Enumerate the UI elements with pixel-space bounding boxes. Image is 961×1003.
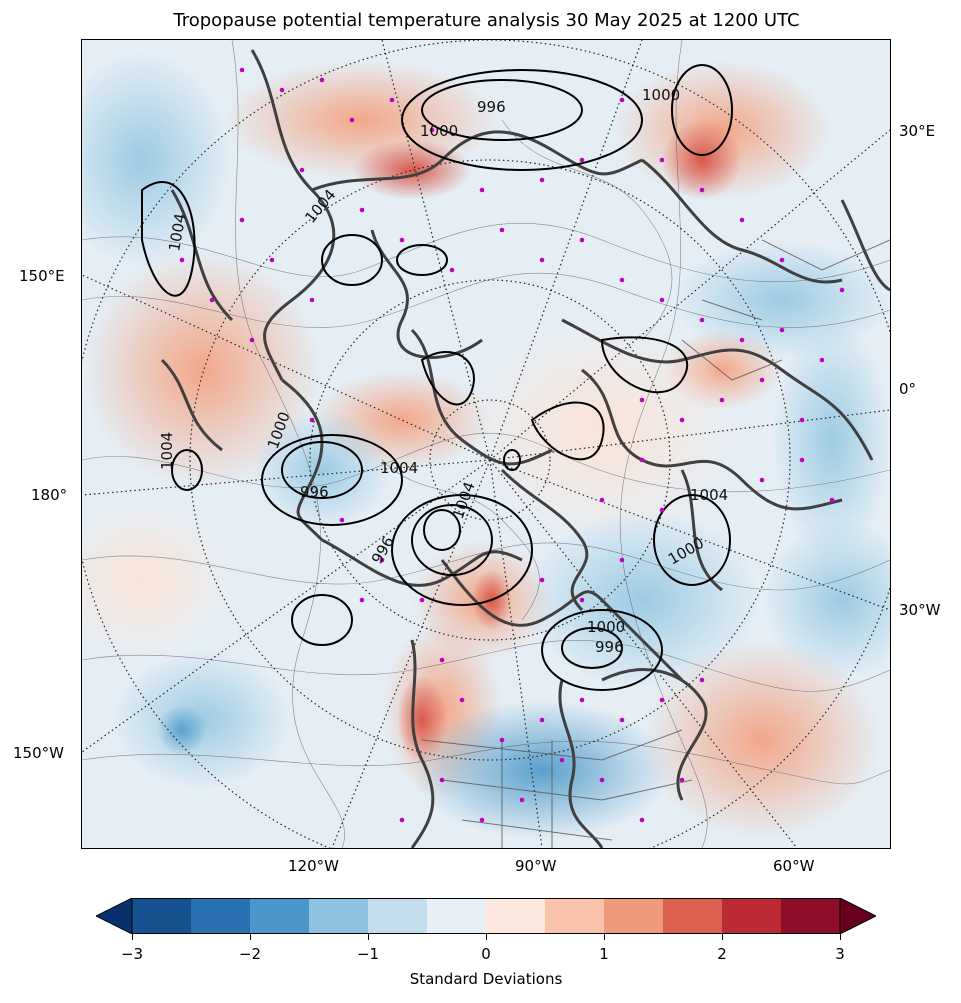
colorbar-cell [250, 898, 310, 934]
colorbar-tick-mark [486, 934, 487, 940]
pressure-label: 1000 [420, 122, 458, 140]
map-svg: 996 1000 1004 1004 1004 1004 1000 996 10… [82, 40, 890, 848]
lon-label-180: 180° [31, 486, 68, 504]
lon-label-60w: 60°W [773, 857, 815, 875]
lon-label-30w: 30°W [899, 601, 941, 619]
pressure-label: 996 [477, 98, 506, 116]
colorbar-tick-mark [604, 934, 605, 940]
colorbar-tick-label: −2 [238, 945, 262, 963]
lon-label-90w: 90°W [515, 857, 557, 875]
lon-label-30e: 30°E [899, 122, 936, 140]
colorbar-cell [604, 898, 664, 934]
colorbar-cell [309, 898, 369, 934]
colorbar-border [131, 898, 841, 934]
colorbar-cell [427, 898, 487, 934]
lon-label-120w: 120°W [288, 857, 339, 875]
lon-label-0: 0° [899, 380, 917, 398]
coastlines [160, 49, 890, 848]
colorbar-cell [663, 898, 723, 934]
anomaly-blobs [82, 50, 890, 840]
pressure-label: 1000 [587, 618, 625, 636]
pressure-label: 996 [300, 483, 329, 501]
colorbar-cell [191, 898, 251, 934]
colorbar-cell [368, 898, 428, 934]
colorbar-tick-mark [722, 934, 723, 940]
colorbar-cell [545, 898, 605, 934]
colorbar-tick-label: 1 [599, 945, 609, 963]
colorbar-tick-label: −3 [120, 945, 144, 963]
colorbar-tick-mark [132, 934, 133, 940]
pressure-label: 1004 [158, 432, 176, 470]
colorbar-tick-label: −1 [356, 945, 380, 963]
mslp-contours [141, 64, 733, 691]
map-panel[interactable]: 996 1000 1004 1004 1004 1004 1000 996 10… [81, 39, 891, 849]
colorbar-tick-label: 0 [481, 945, 491, 963]
pressure-label: 1004 [380, 459, 418, 477]
colorbar-tick-mark [840, 934, 841, 940]
pressure-label: 1000 [642, 86, 680, 104]
pressure-label: 996 [595, 638, 624, 656]
borders [421, 239, 890, 848]
colorbar-extend-high [839, 898, 876, 934]
colorbar-tick-mark [250, 934, 251, 940]
colorbar-tick-label: 3 [835, 945, 845, 963]
lon-label-150e: 150°E [19, 267, 65, 285]
colorbar-cells [96, 898, 876, 934]
colorbar-cell [722, 898, 782, 934]
colorbar-tick-mark [368, 934, 369, 940]
colorbar-label: Standard Deviations [409, 970, 563, 988]
pressure-labels: 996 1000 1004 1004 1004 1004 1000 996 10… [158, 86, 728, 656]
station-markers [179, 67, 845, 823]
lon-label-150w: 150°W [13, 744, 64, 762]
colorbar [96, 898, 876, 934]
map-title: Tropopause potential temperature analysi… [173, 10, 800, 31]
colorbar-cell [781, 898, 841, 934]
colorbar-cell [132, 898, 192, 934]
colorbar-tick-label: 2 [717, 945, 727, 963]
colorbar-cell [486, 898, 546, 934]
pressure-label: 1004 [690, 486, 728, 504]
colorbar-extend-low [96, 898, 133, 934]
